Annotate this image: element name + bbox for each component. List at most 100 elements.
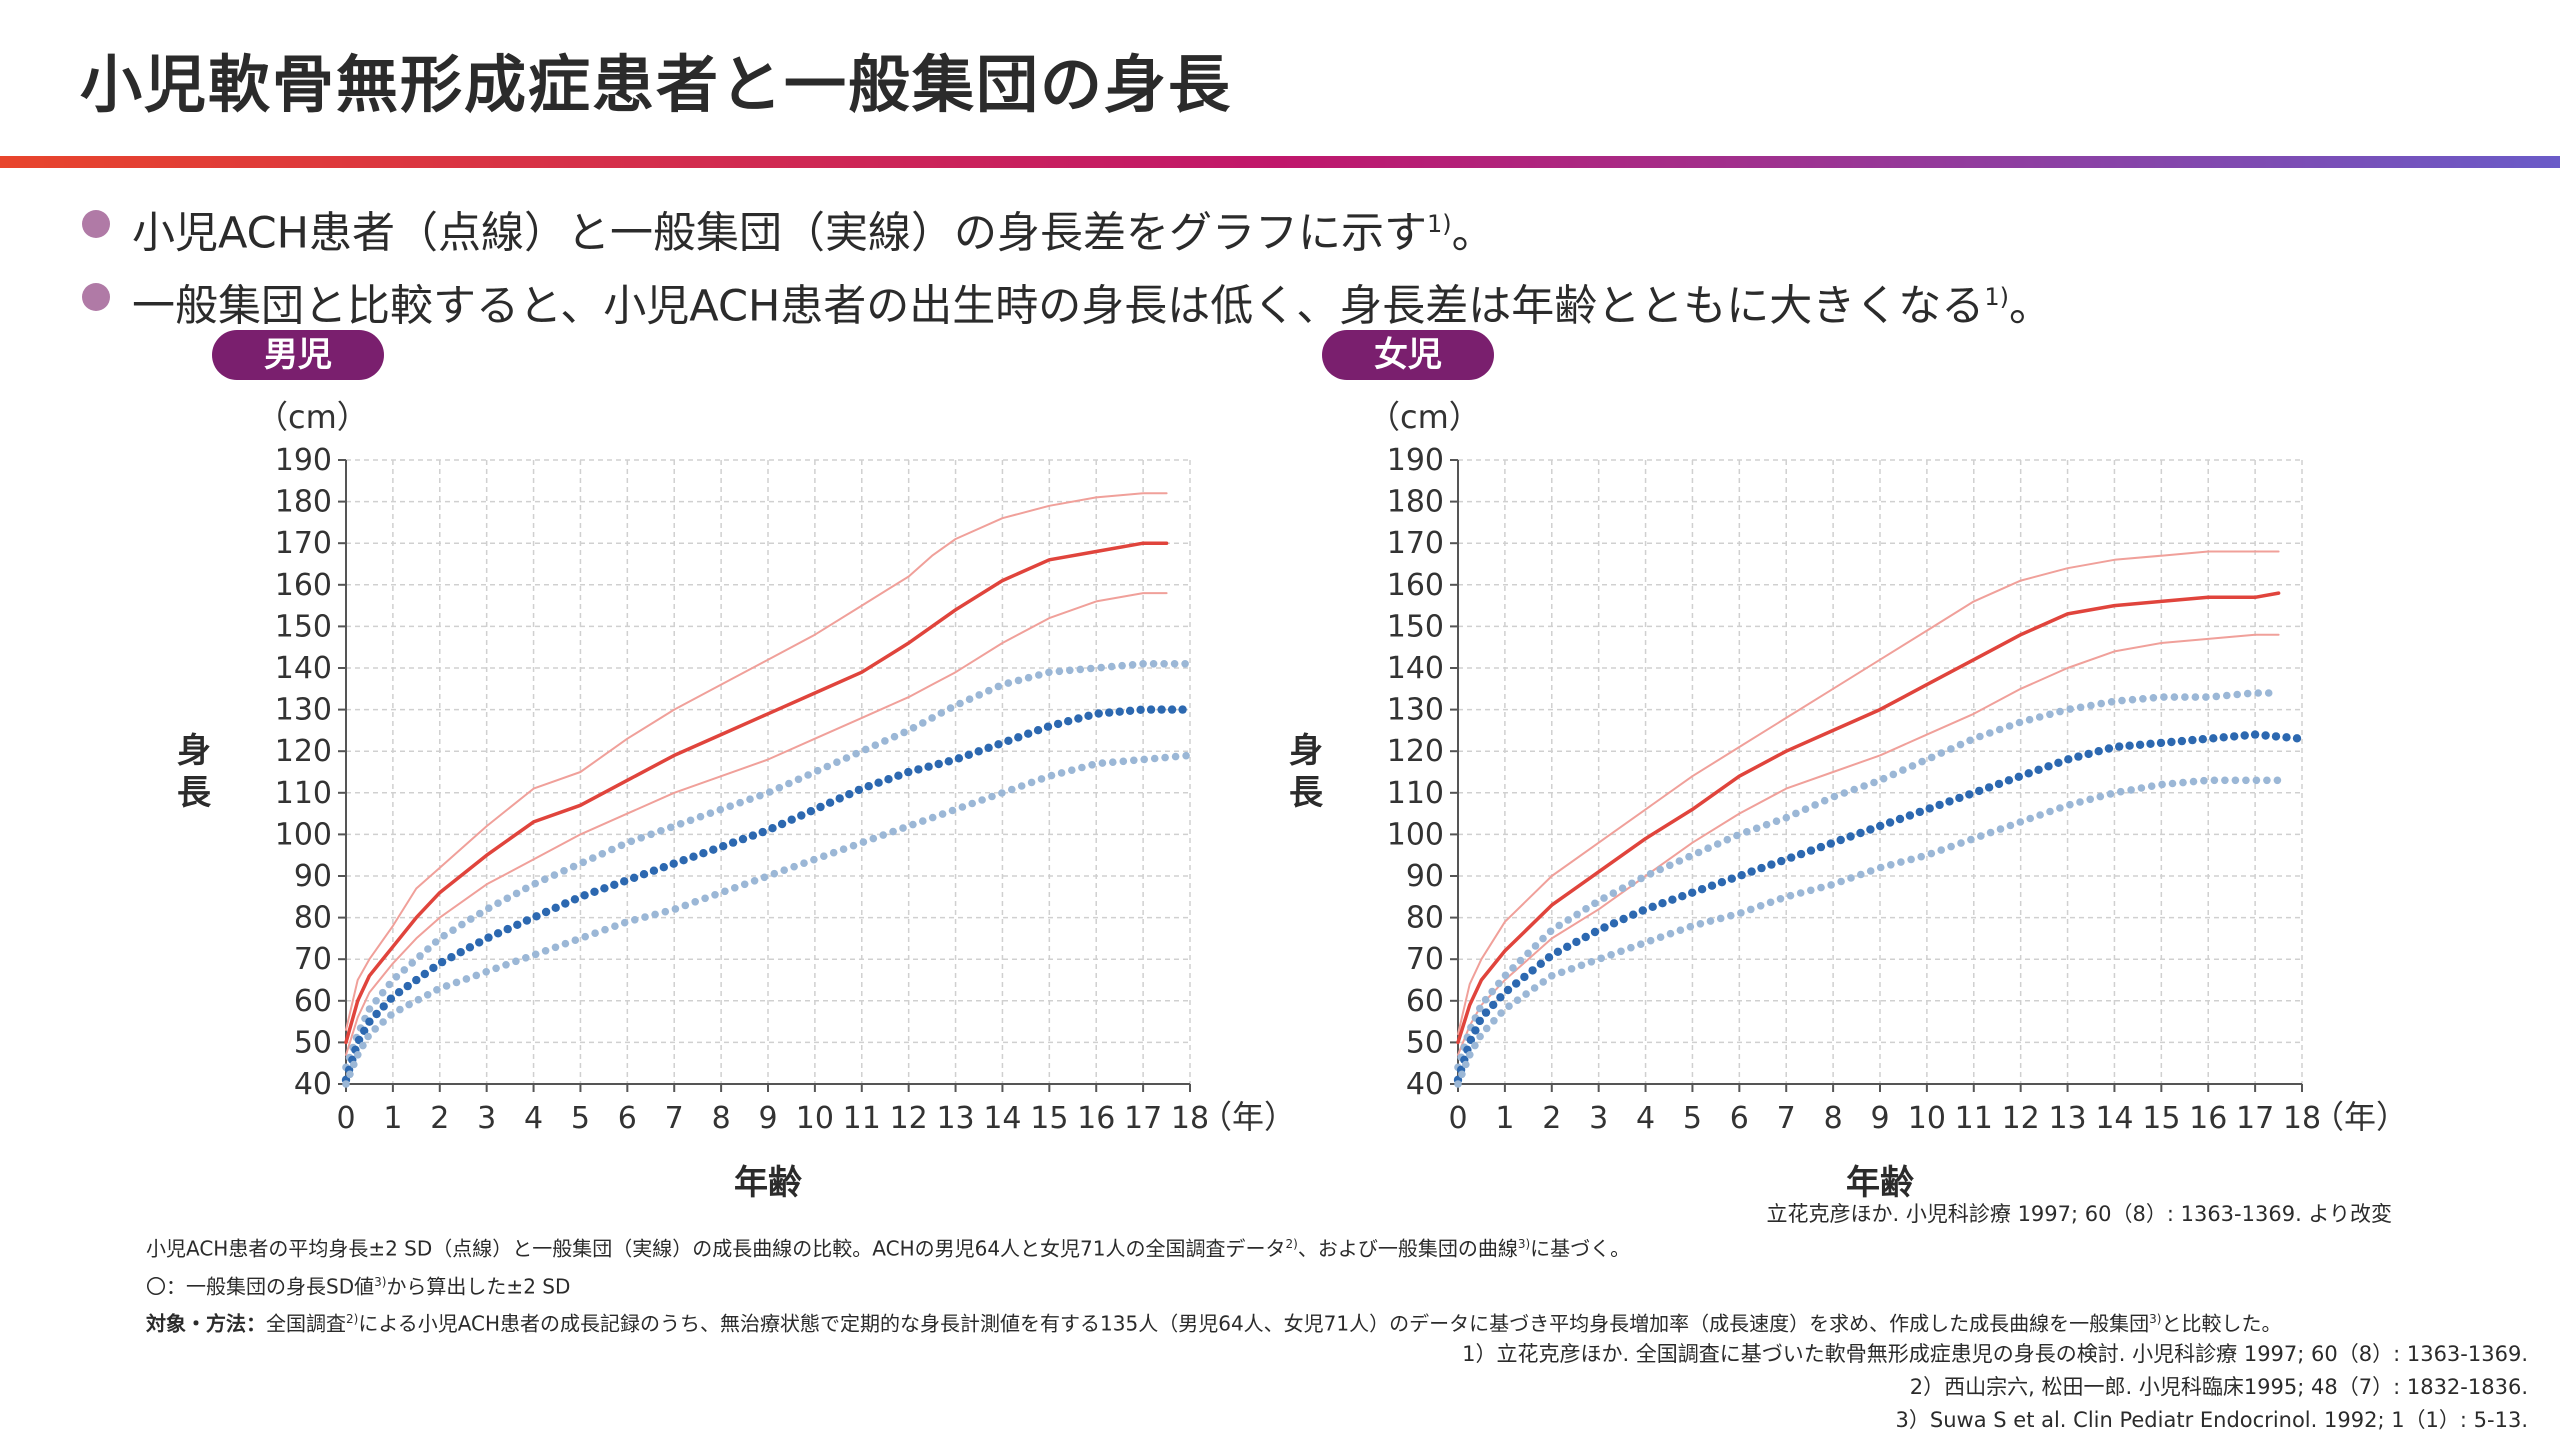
- series-dot-ach_mean: [2177, 736, 2187, 746]
- note-label: 対象・方法：: [146, 1311, 266, 1336]
- series-dot-ach_sd: [1666, 929, 1675, 938]
- series-dot-ach_sd: [1087, 664, 1095, 673]
- series-dot-ach_mean: [570, 895, 580, 904]
- y-tick-label: 90: [294, 859, 332, 894]
- series-dot-ach_mean: [1965, 790, 1974, 799]
- series-dot-ach_sd: [1466, 1051, 1474, 1059]
- series-dot-ach_mean: [1084, 711, 1093, 720]
- series-dot-ach_sd: [414, 995, 423, 1004]
- y-tick-label: 40: [1406, 1067, 1444, 1102]
- note-text: 全国調査: [266, 1311, 346, 1336]
- series-dot-ach_mean: [699, 849, 708, 858]
- series-dot-ach_sd: [1782, 813, 1791, 822]
- x-tick-label: 13: [936, 1101, 974, 1136]
- series-dot-ach_sd: [1546, 927, 1555, 936]
- series-dot-ach_mean: [513, 920, 522, 929]
- y-tick-label: 160: [275, 568, 332, 603]
- y-tick-label: 180: [1387, 485, 1444, 520]
- note-text: 小児ACH患者の平均身長±2 SD（点線）と一般集団（実線）の成長曲線の比較。A…: [146, 1236, 1286, 1261]
- series-dot-ach_sd: [1817, 883, 1825, 892]
- series-dot-ach_sd: [849, 841, 858, 850]
- series-dot-ach_mean: [2282, 733, 2291, 742]
- series-dot-ach_sd: [1766, 898, 1775, 907]
- series-dot-ach_mean: [2271, 732, 2281, 741]
- series-dot-ach_sd: [1170, 660, 1179, 668]
- series-dot-ach_sd: [965, 695, 974, 703]
- y-tick-label: 120: [275, 734, 332, 769]
- series-dot-ach_sd: [1807, 886, 1815, 895]
- series-dot-ach_mean: [1600, 923, 1609, 932]
- series-dot-ach_sd: [485, 904, 493, 912]
- series-dot-ach_sd: [1733, 831, 1741, 840]
- y-tick-label: 170: [275, 526, 332, 561]
- series-dot-ach_mean: [2074, 752, 2083, 761]
- series-dot-ach_mean: [1023, 729, 1033, 738]
- series-dot-ach_mean: [484, 933, 493, 942]
- series-dot-ach_sd: [994, 682, 1003, 691]
- series-dot-ach_sd: [1024, 673, 1033, 682]
- series-dot-ach_sd: [631, 916, 639, 924]
- badge-male: 男児: [212, 330, 384, 380]
- series-dot-ach_sd: [881, 737, 889, 745]
- series-dot-ach_sd: [1462, 1060, 1470, 1069]
- series-dot-ach_sd: [1752, 824, 1761, 833]
- series-dot-ach_sd: [988, 792, 996, 801]
- series-dot-ach_sd: [372, 997, 380, 1005]
- series-dot-ach_mean: [1489, 1000, 1498, 1010]
- series-dot-ach_sd: [1047, 771, 1056, 780]
- series-dot-ach_sd: [750, 877, 759, 885]
- series-dot-ach_sd: [1897, 858, 1905, 866]
- series-dot-ach_mean: [1512, 979, 1521, 988]
- series-dot-ach_sd: [2212, 692, 2221, 701]
- series-dot-ach_sd: [956, 699, 964, 708]
- series-dot-ach_mean: [503, 924, 512, 934]
- series-dot-ach_sd: [392, 973, 401, 981]
- series-dot-ach_mean: [1688, 888, 1697, 897]
- series-dot-ach_sd: [569, 862, 578, 871]
- bullet-dot-icon: [82, 210, 110, 238]
- series-dot-ach_sd: [1057, 769, 1066, 777]
- series-dot-ach_mean: [1053, 719, 1063, 729]
- series-dot-ach_sd: [1776, 895, 1785, 903]
- series-dot-ach_sd: [1727, 911, 1735, 920]
- y-axis-title-char: 身: [177, 731, 211, 771]
- series-dot-ach_sd: [431, 938, 440, 946]
- bullet-item: 一般集団と比較すると、小児ACH患者の出生時の身長は低く、身長差は年齢とともに大…: [80, 265, 2052, 338]
- series-dot-ach_mean: [639, 870, 649, 879]
- x-tick-label: 0: [1448, 1101, 1467, 1136]
- series-dot-ach_sd: [1149, 660, 1158, 668]
- x-tick-label: 3: [1589, 1101, 1608, 1136]
- series-dot-ach_sd: [424, 945, 432, 953]
- series-dot-ach_sd: [1076, 665, 1085, 674]
- x-tick-label: 18: [2283, 1101, 2321, 1136]
- footnotes: 小児ACH患者の平均身長±2 SD（点線）と一般集団（実線）の成長曲線の比較。A…: [146, 1228, 2281, 1341]
- series-dot-ach_sd: [378, 988, 387, 997]
- series-dot-ach_sd: [598, 850, 607, 858]
- series-dot-ach_sd: [385, 980, 394, 989]
- series-dot-ach_sd: [1723, 835, 1732, 844]
- series-dot-ach_sd: [1646, 870, 1655, 878]
- series-dot-ach_sd: [1628, 879, 1636, 888]
- series-dot-ach_sd: [458, 920, 466, 929]
- series-dot-ach_mean: [590, 887, 599, 896]
- series-dot-ach_mean: [1629, 910, 1638, 919]
- series-dot-ach_sd: [765, 788, 774, 796]
- series-dot-ach_sd: [354, 1051, 362, 1059]
- series-dot-ach_mean: [1033, 726, 1043, 735]
- series-dot-ach_sd: [551, 943, 560, 952]
- series-dot-ach_mean: [659, 863, 668, 872]
- series-dot-ach_sd: [531, 950, 540, 959]
- series-dot-ach_mean: [1125, 706, 1135, 715]
- y-tick-label: 50: [294, 1025, 332, 1060]
- series-dot-ach_sd: [1696, 920, 1705, 928]
- series-dot-ach_mean: [738, 834, 748, 844]
- series-dot-ach_sd: [813, 766, 822, 775]
- series-dot-ach_sd: [1889, 770, 1898, 779]
- series-dot-ach_sd: [726, 802, 734, 810]
- series-dot-ach_sd: [2015, 718, 2024, 727]
- series-dot-ach_sd: [937, 709, 946, 717]
- series-dot-ach_mean: [777, 819, 787, 829]
- note-text: から算出した±2 SD: [386, 1274, 571, 1299]
- series-dot-ach_sd: [1597, 954, 1605, 963]
- series-dot-ach_sd: [2076, 703, 2085, 712]
